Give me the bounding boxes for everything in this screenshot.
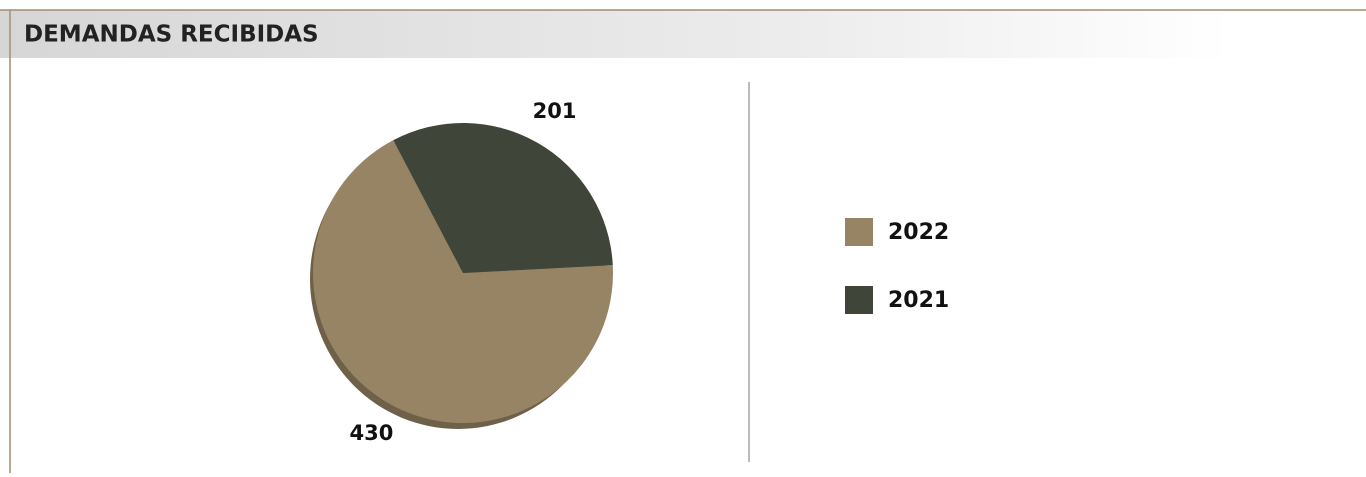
legend-label: 2022 xyxy=(888,220,949,245)
chart-title: DEMANDAS RECIBIDAS xyxy=(24,22,319,48)
header-bar xyxy=(0,10,1366,58)
legend-label: 2021 xyxy=(888,288,949,313)
legend-swatch xyxy=(845,286,873,314)
pie-slice xyxy=(393,123,613,274)
legend-swatch xyxy=(845,218,873,246)
pie-slice xyxy=(313,140,614,423)
data-label: 201 xyxy=(533,99,577,123)
data-label: 430 xyxy=(350,421,394,445)
